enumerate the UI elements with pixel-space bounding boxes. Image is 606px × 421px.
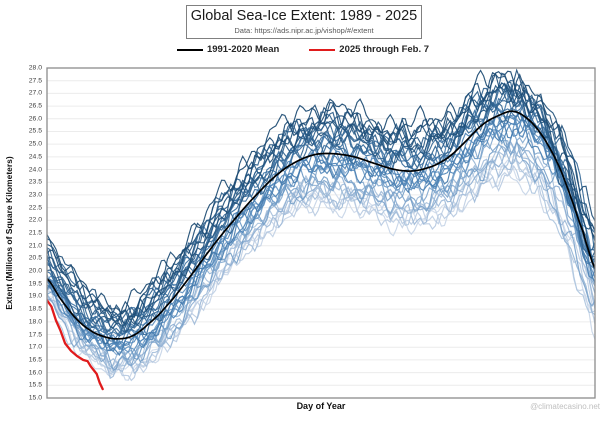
y-tick-label: 26.0 — [28, 115, 42, 123]
y-tick-label: 22.5 — [28, 204, 42, 212]
y-tick-label: 15.5 — [28, 381, 42, 389]
y-tick-label: 19.0 — [28, 292, 42, 300]
legend-label-mean: 1991-2020 Mean — [206, 44, 280, 55]
y-tick-label: 25.0 — [28, 140, 42, 148]
y-tick-label: 25.5 — [28, 127, 42, 135]
y-tick-label: 18.5 — [28, 305, 42, 313]
legend-item-mean: 1991-2020 Mean — [176, 44, 280, 55]
legend: 1991-2020 Mean 2025 through Feb. 7 — [0, 44, 606, 55]
year-line-1995 — [47, 72, 595, 329]
red-line-swatch-icon — [309, 48, 336, 51]
line-2025 — [47, 299, 104, 391]
x-axis-title: Day of Year — [296, 401, 346, 411]
mean-line — [47, 110, 595, 340]
y-tick-label: 20.0 — [28, 267, 42, 275]
y-tick-label: 18.0 — [28, 318, 42, 326]
legend-label-2025: 2025 through Feb. 7 — [339, 44, 430, 55]
chart-title-box: Global Sea-Ice Extent: 1989 - 2025 Data:… — [186, 5, 422, 39]
y-tick-label: 23.0 — [28, 191, 42, 199]
y-tick-label: 16.0 — [28, 369, 42, 377]
y-tick-label: 27.5 — [28, 77, 42, 85]
legend-item-2025: 2025 through Feb. 7 — [309, 44, 429, 55]
year-line-2023 — [47, 164, 595, 381]
chart-title: Global Sea-Ice Extent: 1989 - 2025 — [190, 8, 418, 24]
y-tick-label: 21.5 — [28, 229, 42, 237]
y-tick-label: 24.5 — [28, 153, 42, 161]
year-line-2006 — [47, 110, 595, 352]
year-line-2014 — [47, 131, 595, 367]
y-tick-label: 17.0 — [28, 343, 42, 351]
y-tick-label: 16.5 — [28, 356, 42, 364]
year-line-2012 — [47, 118, 595, 361]
y-tick-label: 17.5 — [28, 331, 42, 339]
y-tick-label: 21.0 — [28, 242, 42, 250]
y-tick-label: 23.5 — [28, 178, 42, 186]
year-line-1997 — [47, 87, 595, 333]
y-tick-label: 27.0 — [28, 89, 42, 97]
y-tick-label: 20.5 — [28, 254, 42, 262]
year-line-2001 — [47, 101, 595, 342]
y-tick-label: 15.0 — [28, 394, 42, 402]
plot-frame — [46, 67, 596, 399]
year-line-1990 — [47, 71, 595, 325]
watermark: @climatecasino.net — [530, 402, 600, 411]
y-tick-label: 24.0 — [28, 166, 42, 174]
y-tick-label: 26.5 — [28, 102, 42, 110]
year-line-2000 — [47, 102, 595, 344]
y-tick-label: 22.0 — [28, 216, 42, 224]
year-line-1989 — [47, 69, 595, 315]
year-line-2021 — [47, 164, 595, 382]
y-tick-label: 28.0 — [28, 64, 42, 72]
chart-subtitle: Data: https://ads.nipr.ac.jp/vishop/#/ex… — [234, 26, 374, 35]
mean-line-swatch-icon — [176, 48, 203, 51]
year-line-1993 — [47, 84, 595, 329]
y-axis-title: Extent (Millions of Square Kilometers) — [4, 156, 14, 310]
y-tick-label: 19.5 — [28, 280, 42, 288]
